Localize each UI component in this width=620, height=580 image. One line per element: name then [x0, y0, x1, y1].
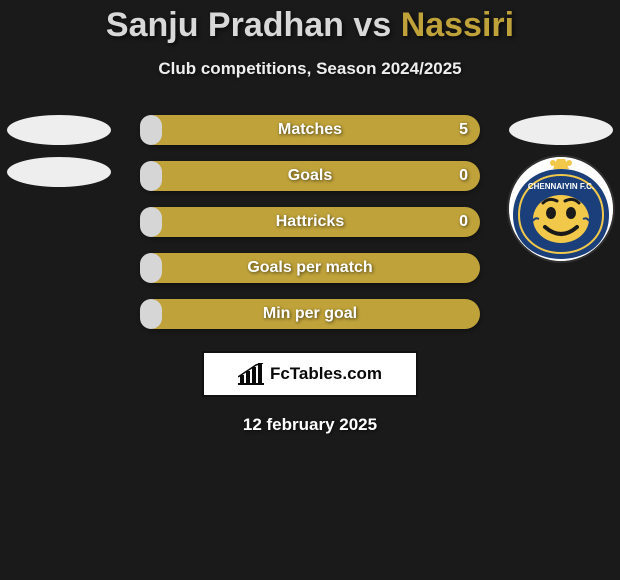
club-badge-chennaiyin: CHENNAIYIN F.C.: [509, 157, 613, 261]
bar-left-cap: [140, 115, 162, 145]
title-player2: Nassiri: [401, 6, 514, 44]
stat-label: Hattricks: [276, 213, 344, 231]
stat-bar-goals-per-match: Goals per match: [140, 253, 480, 283]
placeholder-ellipse-icon: [7, 157, 111, 187]
stat-bar-min-per-goal: Min per goal: [140, 299, 480, 329]
stat-label: Goals: [288, 167, 332, 185]
title-vs: vs: [353, 6, 391, 44]
stat-bar-matches: Matches 5: [140, 115, 480, 145]
date-label: 12 february 2025: [0, 415, 620, 435]
stat-value: 0: [459, 213, 468, 231]
bar-left-cap: [140, 207, 162, 237]
stat-value: 5: [459, 121, 468, 139]
brand-text: FcTables.com: [270, 364, 382, 384]
stat-label: Goals per match: [247, 259, 372, 277]
svg-text:CHENNAIYIN F.C.: CHENNAIYIN F.C.: [528, 182, 594, 191]
club-crest-icon: CHENNAIYIN F.C.: [509, 157, 613, 261]
stat-label: Min per goal: [263, 305, 357, 323]
placeholder-ellipse-icon: [7, 115, 111, 145]
left-badge-column: [4, 115, 114, 187]
placeholder-ellipse-icon: [509, 115, 613, 145]
stat-value: 0: [459, 167, 468, 185]
bar-chart-icon: [238, 363, 264, 385]
title-player1: Sanju Pradhan: [106, 6, 344, 44]
page-title: Sanju Pradhan vs Nassiri: [0, 0, 620, 45]
bar-left-cap: [140, 299, 162, 329]
subtitle: Club competitions, Season 2024/2025: [0, 59, 620, 79]
bar-left-cap: [140, 253, 162, 283]
stat-bars: Matches 5 Goals 0 Hattricks 0 Goals per …: [140, 115, 480, 329]
comparison-panel: CHENNAIYIN F.C. Matches 5 Goals 0: [0, 115, 620, 435]
right-badge-column: CHENNAIYIN F.C.: [506, 115, 616, 261]
brand-watermark: FcTables.com: [202, 351, 418, 397]
bar-left-cap: [140, 161, 162, 191]
stat-bar-hattricks: Hattricks 0: [140, 207, 480, 237]
stat-bar-goals: Goals 0: [140, 161, 480, 191]
stat-label: Matches: [278, 121, 342, 139]
